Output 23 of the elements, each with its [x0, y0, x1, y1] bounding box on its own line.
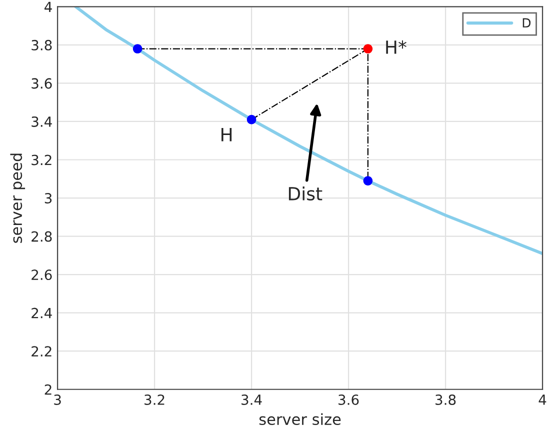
x-tick-label: 3.8	[436, 394, 456, 405]
x-tick-label: 3.2	[144, 394, 164, 405]
y-tick-label: 4	[44, 2, 52, 12]
x-tick-label: 3.6	[338, 394, 359, 405]
y-tick-label: 3.8	[32, 40, 52, 50]
annotation: Dist	[288, 186, 322, 201]
legend-label: D	[522, 18, 531, 28]
y-tick-label: 2.2	[32, 346, 52, 356]
x-tick-label: 4	[538, 394, 546, 405]
y-tick-label: 2.6	[32, 270, 52, 280]
x-tick-label: 3	[54, 394, 61, 405]
x-tick-label: 3.4	[242, 394, 262, 405]
y-tick-label: 2.4	[32, 308, 52, 318]
y-tick-label: 2.8	[32, 231, 52, 242]
y-tick-label: 3.2	[32, 154, 52, 166]
annotation: H	[222, 128, 232, 142]
y-tick-label: 3.4	[32, 116, 52, 127]
y-tick-label: 3	[44, 192, 52, 204]
y-tick-label: 3.6	[32, 78, 52, 89]
y-axis-title: server peed	[10, 154, 26, 243]
annotation: H*	[386, 40, 406, 54]
x-axis-title: server size	[259, 413, 341, 426]
y-tick-label: 2	[44, 384, 52, 395]
